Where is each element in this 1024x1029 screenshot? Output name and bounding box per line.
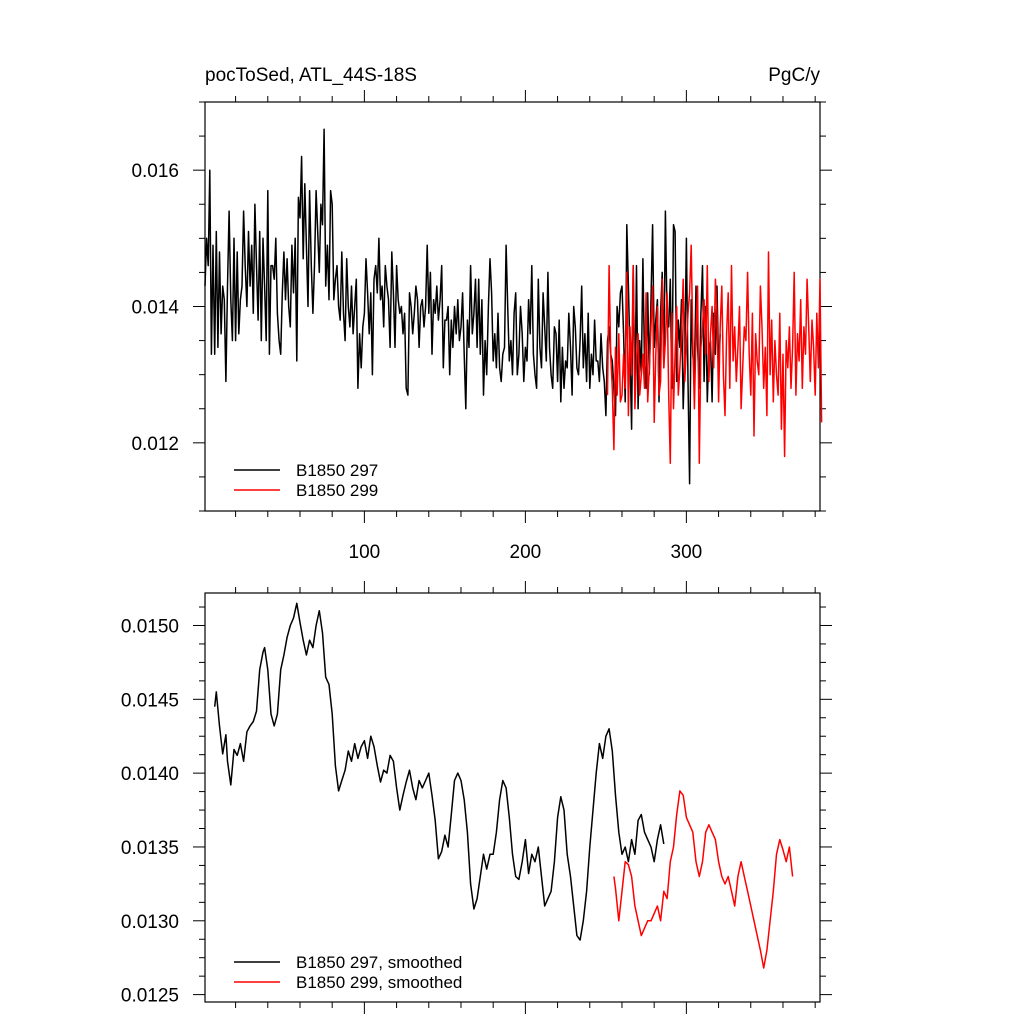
plot1-ytick-label: 0.014 [131, 298, 179, 319]
plot2-ytick-label: 0.0135 [121, 838, 179, 859]
plot2-ytick-label: 0.0150 [121, 616, 179, 637]
plot1-title-left: pocToSed, ATL_44S-18S [205, 65, 417, 86]
plot2-ytick-label: 0.0125 [121, 986, 179, 1007]
plot1-series-line-2 [606, 244, 823, 465]
plot1-series-line-1 [204, 128, 721, 485]
plot2: 0.0125 0.0130 0.0135 0.0140 0.0145 0.0150 B185… [121, 581, 832, 1014]
plot1-title-right: PgC/y [768, 65, 820, 86]
plot1-legend-label-2: B1850 299 [296, 481, 378, 500]
plot1-ytick-label: 0.012 [131, 434, 179, 455]
plot2-legend-label-1: B1850 297, smoothed [296, 953, 462, 972]
plot2-ytick-label: 0.0145 [121, 690, 179, 711]
plot2-frame [204, 592, 821, 1003]
plot1-xtick-label: 100 [349, 542, 381, 563]
plot2-series-line-1 [213, 602, 665, 941]
plot2-ytick-label: 0.0130 [121, 912, 179, 933]
plot2-series-line-2 [613, 790, 794, 969]
plot1-xtick-label: 300 [671, 542, 703, 563]
plot1-ytick-label: 0.016 [131, 161, 179, 182]
plot1-legend-label-1: B1850 297 [296, 461, 378, 480]
plot2-legend-label-2: B1850 299, smoothed [296, 973, 462, 992]
plot1-xtick-label: 200 [510, 542, 542, 563]
plot2-ytick-label: 0.0140 [121, 764, 179, 785]
